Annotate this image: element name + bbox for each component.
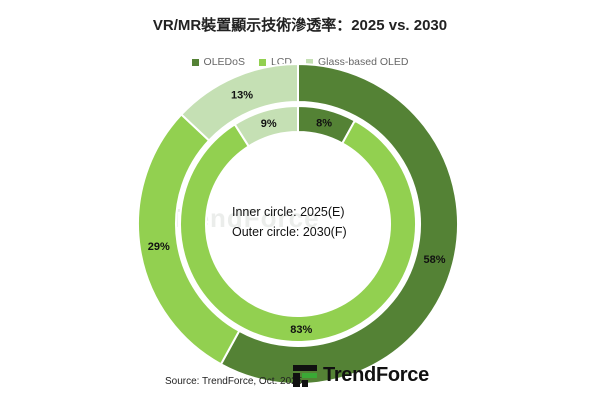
outer-ring-slice-glass-based-oled: [179, 62, 299, 142]
legend-item-oledos: OLEDoS: [191, 56, 245, 68]
outer-ring-label-glass-based-oled: 13%: [231, 90, 253, 102]
outer-circle-caption: Outer circle: 2030(F): [232, 225, 347, 239]
inner-ring-label-oledos: 8%: [316, 117, 332, 129]
legend-label-oledos: OLEDoS: [203, 56, 245, 68]
inner-ring-label-lcd: 83%: [290, 324, 312, 336]
source-note: Source: TrendForce, Oct. 2025: [165, 376, 303, 387]
inner-circle-caption: Inner circle: 2025(E): [232, 205, 345, 219]
inner-ring-slice-glass-based-oled: [233, 104, 299, 148]
legend-swatch-oledos: [191, 58, 199, 66]
legend-swatch-lcd: [258, 58, 266, 66]
inner-ring-slice-lcd: [179, 119, 417, 343]
outer-ring-label-oledos: 58%: [424, 254, 446, 266]
trendforce-logo: TrendForce: [293, 364, 429, 387]
center-caption: Inner circle: 2025(E) Outer circle: 2030…: [232, 202, 372, 242]
legend-item-glass-oled: Glass-based OLED: [305, 56, 409, 68]
legend-label-glass-oled: Glass-based OLED: [317, 56, 409, 68]
legend-swatch-glass-oled: [305, 58, 313, 66]
chart-title: VR/MR裝置顯示技術滲透率：2025 vs. 2030: [152, 17, 448, 34]
trendforce-logo-text: TrendForce: [323, 364, 429, 386]
outer-ring-slice-oledos: [219, 62, 459, 385]
trendforce-logo-icon: [293, 364, 317, 387]
inner-ring-label-glass-based-oled: 9%: [261, 118, 277, 130]
outer-ring-label-lcd: 29%: [148, 241, 170, 253]
